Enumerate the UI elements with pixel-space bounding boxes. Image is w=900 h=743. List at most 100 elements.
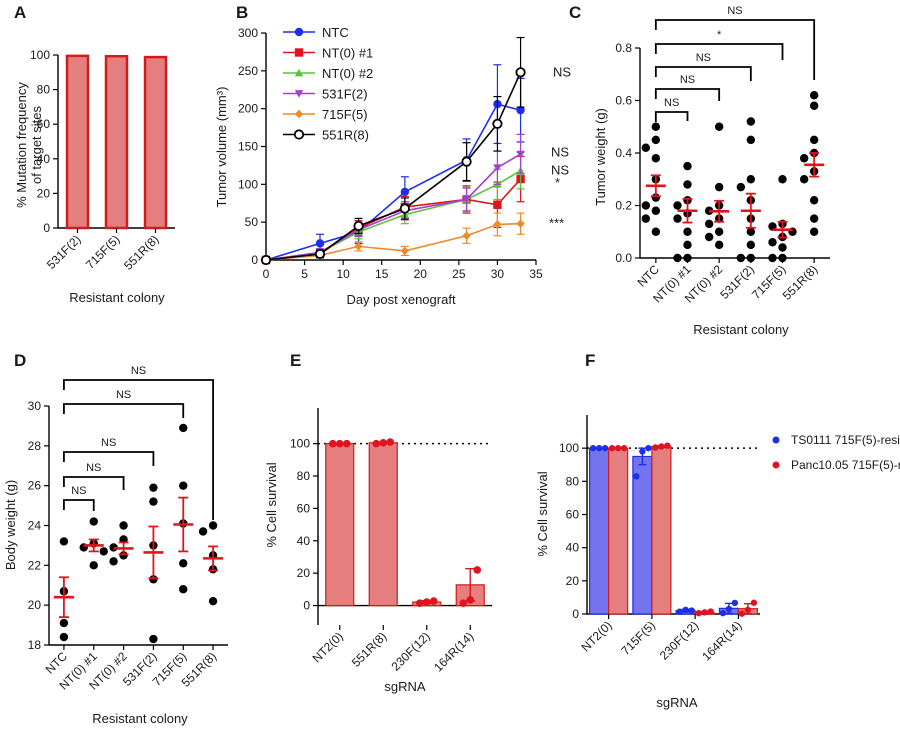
panel-d-comparison-bracket: [63, 499, 95, 511]
panel-b-legend-marker: [294, 109, 304, 119]
panel-d-data-point: [59, 632, 69, 642]
panel-f-category-label: 164R(14): [699, 618, 744, 663]
panel-c-data-point: [704, 219, 714, 229]
panel-c-data-point: [809, 101, 819, 110]
panel-e-y-tick-label: 20: [297, 566, 311, 580]
panel-e-bar: [325, 443, 355, 607]
panel-a-y-tick-label: 60: [37, 117, 51, 131]
panel-f-legend-label: TS0111 715F(5)-resistant: [791, 433, 900, 447]
panel-b-point: [315, 239, 325, 248]
panel-f-data-point: [719, 609, 727, 617]
panel-b-y-tick-label: 200: [238, 102, 258, 116]
panel-d-data-point: [179, 481, 188, 490]
panel-b-series-line: [265, 153, 521, 261]
panel-e-data-point: [342, 439, 351, 448]
panel-a-y-tick-label: 80: [37, 83, 51, 97]
panel-e-data-point: [372, 439, 381, 448]
panel-b-point: [461, 156, 472, 167]
panel-c-data-point: [778, 175, 787, 184]
panel-d-comparison-bracket: [63, 403, 185, 418]
panel-f-data-point: [639, 448, 646, 455]
panel-d-data-point: [89, 517, 98, 526]
panel-b-point: [260, 254, 272, 266]
panel-e-data-point: [335, 439, 344, 448]
panel-f-legend-label: Panc10.05 715F(5)-resistant: [791, 458, 900, 472]
panel-d-data-point: [149, 497, 158, 506]
panel-c-data-point: [746, 253, 756, 263]
panel-c-data-point: [673, 253, 682, 263]
panel-f-data-point: [725, 605, 733, 613]
panel-c-y-tick-label: 0.8: [615, 41, 632, 55]
panel-b-significance-label: NS: [551, 145, 569, 160]
panel-d-data-point: [179, 423, 188, 433]
panel-c-comparison-label: NS: [680, 74, 695, 86]
panel-a-category-label: 551R(8): [121, 232, 162, 273]
panel-c-data-point: [746, 227, 756, 236]
panel-a-bar: [65, 54, 90, 230]
panel-d-data-point: [208, 521, 218, 530]
panel-c-data-point: [714, 182, 724, 192]
panel-b-point: [462, 231, 471, 240]
panel-b-y-tick-label: 300: [238, 26, 258, 40]
panel-b-x-tick-label: 15: [375, 267, 389, 281]
panel-b-legend-label: NT(0) #1: [322, 46, 373, 61]
panel-b-legend-marker: [294, 48, 304, 57]
panel-c-data-point: [641, 214, 651, 223]
panel-e-category-label: NT2(0): [310, 629, 346, 665]
panel-b-point: [516, 150, 525, 159]
panel-b-legend-label: 715F(5): [322, 107, 368, 122]
panel-f-data-point: [633, 473, 640, 480]
panel-label-b: B: [236, 3, 248, 22]
panel-b-ylabel: Tumor volume (mm³): [214, 87, 229, 208]
panel-d-data-point: [149, 634, 158, 644]
panel-b-significance-label: NS: [553, 64, 571, 79]
panel-c-data-point: [746, 240, 756, 250]
panel-b-point: [400, 246, 410, 256]
panel-f-y-tick-label: 0: [572, 607, 579, 621]
panel-c-data-point: [746, 117, 756, 126]
panel-d-xlabel: Resistant colony: [92, 711, 188, 726]
panel-f-data-point: [695, 609, 702, 617]
panel-c-category-label: 551R(8): [780, 262, 821, 303]
panel-e-data-point: [466, 596, 475, 604]
panel-c-comparison-label: NS: [664, 97, 679, 109]
panel-b-point: [493, 220, 502, 229]
panel-c-data-point: [641, 143, 651, 152]
panel-b-x-tick-label: 25: [452, 267, 466, 281]
panel-f-data-point: [682, 606, 689, 614]
panel-f-bar: [651, 445, 672, 615]
panel-c-comparison-label: NS: [696, 52, 711, 64]
panel-b-point: [492, 118, 503, 129]
panel-b-y-tick-label: 150: [238, 140, 258, 154]
panel-e-data-point: [422, 598, 431, 606]
panel-e-data-point: [379, 439, 388, 447]
panel-f-data-point: [664, 442, 671, 449]
panel-f-category-label: NT2(0): [578, 618, 614, 654]
panel-f-y-tick-label: 40: [566, 541, 580, 555]
panel-c-comparison-bracket: [654, 19, 816, 80]
panel-b-x-tick-label: 0: [263, 267, 270, 281]
panel-c-comparison-label: *: [717, 29, 722, 41]
panel-f-y-tick-label: 100: [559, 441, 579, 455]
panel-d-y-tick-label: 22: [28, 558, 42, 572]
panel-a-y-tick-label: 20: [37, 186, 51, 200]
panel-a-bar: [104, 54, 129, 230]
panel-f-legend-marker: [772, 461, 780, 469]
panel-d-comparison-label: NS: [131, 365, 146, 377]
panel-d-data-point: [179, 559, 188, 568]
panel-c-comparison-bracket: [654, 111, 689, 122]
panel-label-e: E: [290, 351, 301, 370]
panel-d-data-point: [149, 575, 158, 584]
panel-e-bar: [368, 442, 398, 607]
panel-b-legend-marker: [294, 68, 304, 77]
panel-d-comparison-bracket: [63, 451, 155, 466]
panel-f-data-point: [589, 444, 597, 452]
panel-f-category-label: 230F(12): [657, 618, 701, 662]
panel-b-y-tick-label: 50: [245, 215, 259, 229]
panel-label-a: A: [14, 3, 26, 22]
panel-b-x-tick-label: 5: [301, 267, 308, 281]
panel-b-y-tick-label: 250: [238, 64, 258, 78]
panel-c-data-point: [683, 240, 692, 250]
panel-label-c: C: [569, 3, 581, 22]
panel-c-data-point: [799, 154, 809, 163]
